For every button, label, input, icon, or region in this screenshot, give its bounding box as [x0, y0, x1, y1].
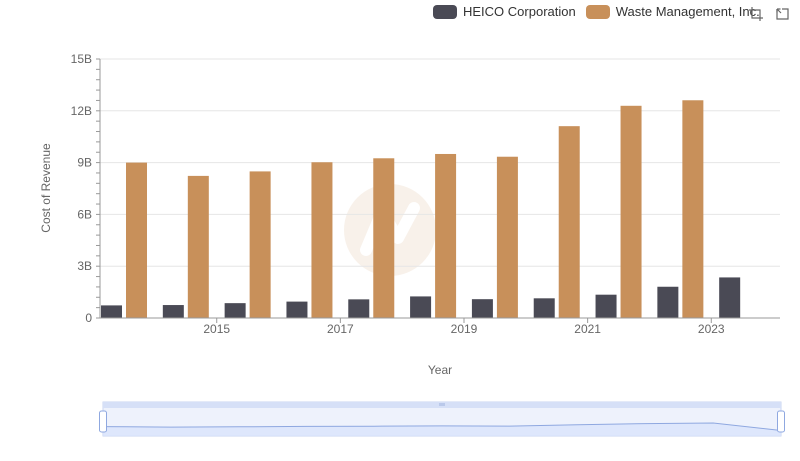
zoom-navigator[interactable]	[99, 401, 785, 437]
x-tick-label: 2017	[327, 322, 354, 336]
chart-toolbar	[748, 6, 790, 22]
zoom-handle-right[interactable]	[777, 410, 785, 433]
bar-heico[interactable]	[533, 298, 555, 318]
bar-waste[interactable]	[558, 126, 580, 319]
legend: HEICO Corporation Waste Management, Inc.	[433, 4, 760, 19]
y-tick-label: 3B	[77, 259, 92, 273]
reset-zoom-icon[interactable]	[774, 6, 790, 22]
legend-item-waste[interactable]: Waste Management, Inc.	[585, 4, 760, 19]
zoom-area-icon[interactable]	[748, 6, 764, 22]
bar-waste[interactable]	[620, 105, 642, 318]
legend-item-heico[interactable]: HEICO Corporation	[433, 4, 576, 19]
y-tick-label: 15B	[71, 52, 92, 66]
bar-waste[interactable]	[373, 158, 395, 318]
bar-waste[interactable]	[311, 162, 333, 318]
legend-swatch-waste	[585, 4, 610, 19]
bar-waste[interactable]	[496, 156, 518, 318]
bar-heico[interactable]	[471, 299, 493, 318]
x-tick-label: 2019	[451, 322, 478, 336]
x-tick-label: 2023	[698, 322, 725, 336]
y-tick-label: 0	[85, 311, 92, 325]
y-tick-label: 9B	[77, 156, 92, 170]
bar-heico[interactable]	[286, 301, 308, 318]
bar-heico[interactable]	[101, 305, 122, 318]
bar-heico[interactable]	[410, 296, 432, 318]
bar-heico[interactable]	[719, 277, 741, 318]
legend-swatch-heico	[433, 4, 457, 19]
bar-heico[interactable]	[224, 303, 246, 318]
legend-label-waste: Waste Management, Inc.	[615, 4, 760, 19]
y-tick-label: 12B	[71, 104, 92, 118]
bar-heico[interactable]	[657, 286, 679, 318]
zoom-area	[103, 423, 781, 436]
bar-waste[interactable]	[249, 171, 271, 318]
x-tick-label: 2015	[203, 322, 230, 336]
bar-waste[interactable]	[187, 175, 209, 318]
zoom-sparkline	[102, 422, 782, 431]
bar-waste[interactable]	[126, 162, 147, 318]
y-tick-label: 6B	[77, 207, 92, 221]
bar-waste[interactable]	[435, 153, 457, 318]
zoom-handle-left[interactable]	[99, 410, 107, 433]
bar-heico[interactable]	[348, 299, 370, 318]
bar-heico[interactable]	[162, 305, 184, 318]
bar-waste[interactable]	[682, 100, 704, 318]
y-axis-title: Cost of Revenue	[39, 143, 53, 233]
x-axis-title: Year	[428, 363, 452, 377]
bar-heico[interactable]	[595, 294, 617, 318]
x-tick-label: 2021	[574, 322, 601, 336]
legend-label-heico: HEICO Corporation	[463, 4, 576, 19]
